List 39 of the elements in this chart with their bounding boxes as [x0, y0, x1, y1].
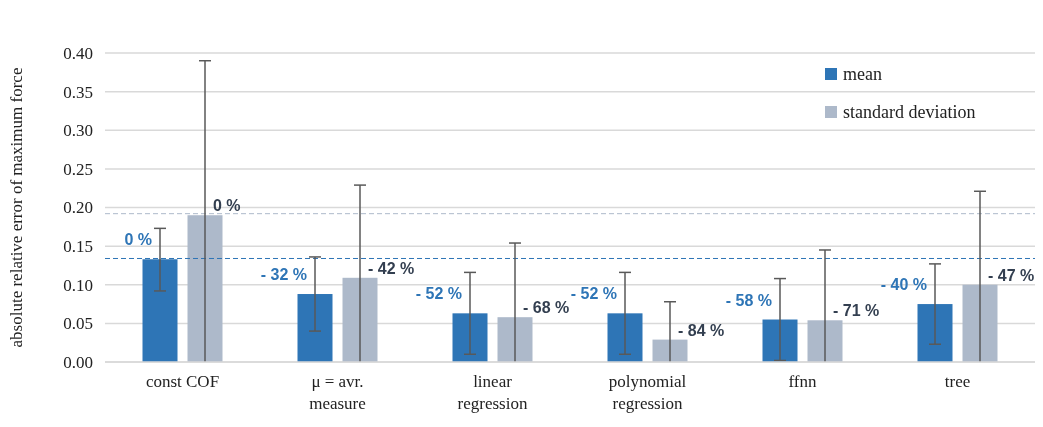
bar — [762, 319, 798, 362]
y-tick-label: 0.30 — [63, 121, 93, 141]
bar — [917, 304, 953, 362]
bar — [297, 294, 333, 362]
annotation: - 84 % — [678, 321, 725, 339]
y-axis-title: absolute relative error of maximum force — [7, 67, 26, 348]
y-tick-label: 0.40 — [63, 43, 93, 63]
annotation: - 32 % — [260, 266, 307, 284]
x-tick-label: linear regression — [457, 372, 528, 413]
annotation: - 52 % — [415, 285, 462, 303]
annotation: 0 % — [124, 231, 152, 249]
bar — [807, 320, 843, 362]
annotation: - 58 % — [725, 291, 772, 309]
x-tick-label: tree — [944, 372, 971, 391]
bar — [342, 277, 378, 362]
annotation: - 40 % — [880, 276, 927, 294]
y-tick-label: 0.05 — [63, 314, 93, 334]
annotation: - 71 % — [833, 302, 880, 320]
legend-label: mean — [843, 64, 882, 85]
annotation: 0 % — [213, 197, 241, 215]
y-tick-label: 0.00 — [63, 352, 93, 372]
bar — [962, 284, 998, 362]
x-tick-label: polynomial regression — [608, 372, 687, 413]
annotation: - 47 % — [988, 266, 1035, 284]
y-tick-label: 0.20 — [63, 198, 93, 218]
y-tick-label: 0.15 — [63, 237, 93, 257]
x-tick-label: μ = avr. measure — [309, 372, 366, 413]
x-tick-label: const COF — [145, 372, 220, 391]
x-tick-label: ffnn — [788, 372, 818, 391]
y-tick-label: 0.25 — [63, 159, 93, 179]
legend-label: standard deviation — [843, 102, 976, 123]
annotation: - 42 % — [368, 259, 415, 277]
annotation: - 52 % — [570, 285, 617, 303]
y-tick-label: 0.10 — [63, 275, 93, 295]
bar — [607, 313, 643, 362]
y-tick-label: 0.35 — [63, 82, 93, 102]
bar — [452, 313, 488, 362]
annotation: - 68 % — [523, 299, 570, 317]
bar — [497, 317, 533, 362]
